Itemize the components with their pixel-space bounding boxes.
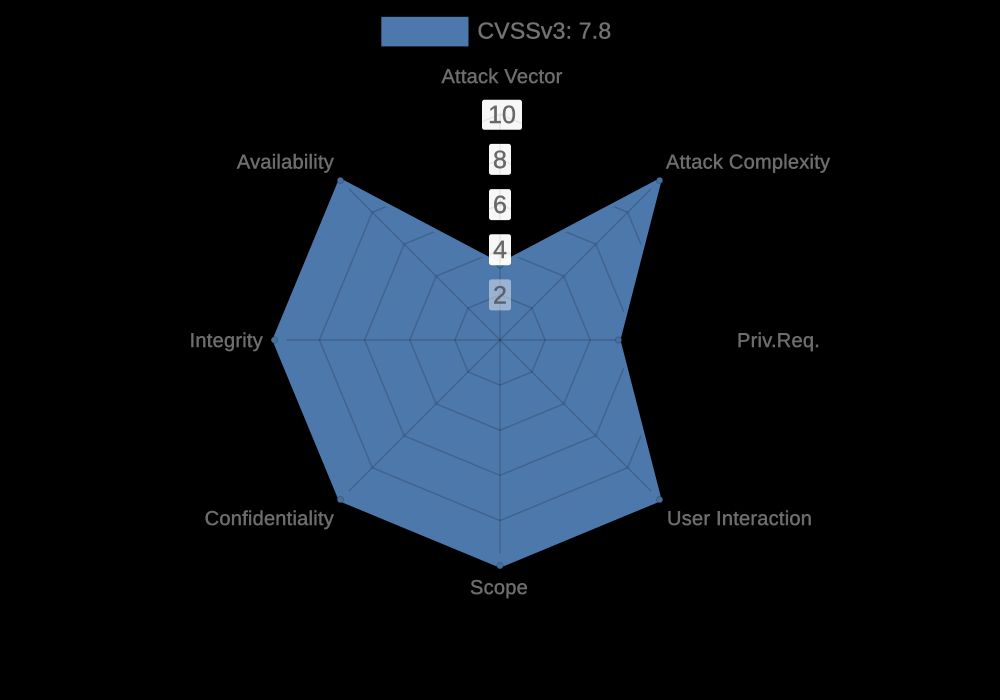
svg-text:Scope: Scope xyxy=(470,577,528,599)
svg-text:Integrity: Integrity xyxy=(190,330,263,352)
svg-text:2: 2 xyxy=(493,281,507,309)
svg-text:Attack Vector: Attack Vector xyxy=(441,66,562,88)
svg-text:User Interaction: User Interaction xyxy=(667,508,812,530)
svg-text:Priv.Req.: Priv.Req. xyxy=(737,330,820,352)
svg-text:4: 4 xyxy=(493,236,507,264)
svg-text:Attack Complexity: Attack Complexity xyxy=(666,152,830,174)
svg-text:Availability: Availability xyxy=(237,152,334,174)
svg-text:6: 6 xyxy=(493,191,507,219)
svg-text:10: 10 xyxy=(488,101,516,129)
svg-text:CVSSv3: 7.8: CVSSv3: 7.8 xyxy=(478,17,612,43)
svg-text:8: 8 xyxy=(493,146,507,174)
svg-text:Confidentiality: Confidentiality xyxy=(205,508,334,530)
